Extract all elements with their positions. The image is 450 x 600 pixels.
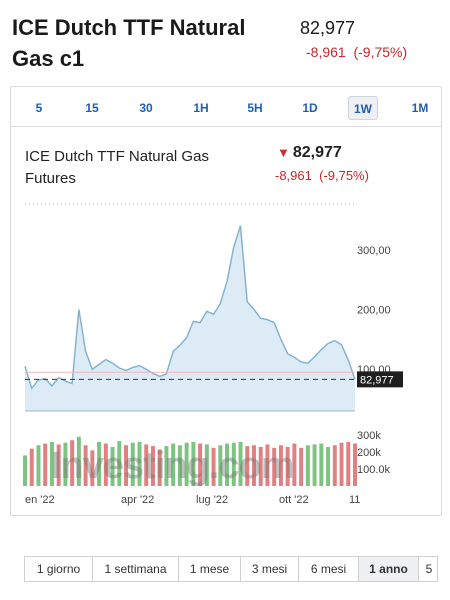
chart-price: ▼ 82,977 [277,144,342,162]
volume-tick-label: 100.0k [357,464,391,476]
volume-bar [150,446,155,486]
volume-bar [29,448,34,486]
volume-bar [144,444,149,486]
volume-tick-label: 200k [357,447,381,459]
volume-bar [285,446,290,486]
range-1-giorno[interactable]: 1 giorno [25,557,93,581]
timeframe-30[interactable]: 30 [139,101,153,115]
volume-bar [346,441,351,486]
volume-bar [90,450,95,486]
volume-bar [332,445,337,486]
volume-bar [218,445,223,486]
volume-bar [43,443,48,486]
down-arrow-icon: ▼ [277,145,290,160]
volume-bar [245,446,250,486]
volume-bar [312,444,317,486]
volume-bar [258,446,263,486]
volume-bar [36,445,41,486]
range-3-mesi[interactable]: 3 mesi [241,557,299,581]
volume-bar [83,445,88,486]
y-tick-label: 200,00 [357,304,391,316]
price-change: -8,961 (-9,75%) [306,44,408,60]
chart-price-value: 82,977 [292,144,342,161]
volume-tick-label: 300k [357,430,381,442]
x-tick-label: apr '22 [121,494,154,506]
x-tick-label: 11 [349,494,360,506]
chart-area[interactable]: ICE Dutch TTF Natural Gas Futures ▼ 82,97… [11,128,441,515]
chart-change: -8,961 (-9,75%) [275,168,369,183]
volume-bar [326,446,331,486]
volume-bar [63,442,68,486]
x-tick-label: ott '22 [279,494,309,506]
range-1-mese[interactable]: 1 mese [179,557,241,581]
volume-bar [204,444,209,486]
volume-bar [56,444,61,486]
volume-bar [76,436,81,486]
y-tick-label: 300,00 [357,245,391,257]
volume-bar [23,455,27,486]
volume-bar [225,443,230,486]
volume-bar [353,443,357,486]
volume-bar [49,441,54,486]
volume-bar [191,441,196,486]
volume-bar [251,445,256,486]
range-selector: 1 giorno 1 settimana 1 mese 3 mesi 6 mes… [24,556,438,582]
volume-bar [238,441,243,486]
volume-bar [292,443,297,486]
volume-bar [171,443,176,486]
volume-bar [278,445,283,486]
timeframe-1m[interactable]: 1M [411,101,429,115]
last-price-tag-label: 82,977 [360,374,394,386]
volume-bar [110,446,115,486]
volume-bar [157,449,162,486]
volume-bar [177,445,182,486]
volume-bar [319,443,324,486]
quote-header: ICE Dutch TTF Natural Gas c1 82,977 -8,9… [0,0,450,80]
chart-title: ICE Dutch TTF Natural Gas Futures [25,148,209,187]
volume-bar [272,447,277,486]
volume-bar [265,444,270,486]
timeframe-15[interactable]: 15 [85,101,99,115]
volume-bar [130,442,135,486]
x-tick-label: lug '22 [196,494,228,506]
timeframe-5[interactable]: 5 [35,101,43,115]
chart-panel: 5 15 30 1H 5H 1D 1W 1M ICE Dutch TTF Nat… [10,86,442,516]
timeframe-1h[interactable]: 1H [193,101,209,115]
volume-bar [305,445,310,486]
timeframe-bar: 5 15 30 1H 5H 1D 1W 1M [11,87,441,127]
last-price-tag [357,371,403,388]
volume-bar [103,443,108,486]
volume-bar [299,447,304,486]
price-area [25,225,355,411]
timeframe-5h[interactable]: 5H [247,101,263,115]
volume-bar [164,446,169,486]
volume-bar [198,443,203,486]
range-1-anno[interactable]: 1 anno [359,557,419,581]
price-chart[interactable]: 100,00200,00300,0082,977100.0k200k300kIn… [11,128,441,515]
volume-bar [231,442,236,486]
timeframe-1d[interactable]: 1D [302,101,318,115]
price-line [24,225,356,390]
volume-bar [70,440,75,486]
volume-bar [339,442,344,486]
range-1-settimana[interactable]: 1 settimana [93,557,179,581]
instrument-title: ICE Dutch TTF Natural Gas c1 [12,15,246,71]
range-6-mesi[interactable]: 6 mesi [299,557,359,581]
x-tick-label: en '22 [25,494,55,506]
range-5[interactable]: 5 [425,562,433,576]
volume-bar [124,445,129,486]
volume-bar [137,441,142,486]
volume-bar [184,442,189,486]
timeframe-1w[interactable]: 1W [348,96,378,120]
last-price: 82,977 [300,18,356,38]
watermark-logo: Investing.com [51,445,294,487]
volume-bar [97,441,102,486]
volume-bar [117,441,122,486]
volume-bar [211,447,216,486]
